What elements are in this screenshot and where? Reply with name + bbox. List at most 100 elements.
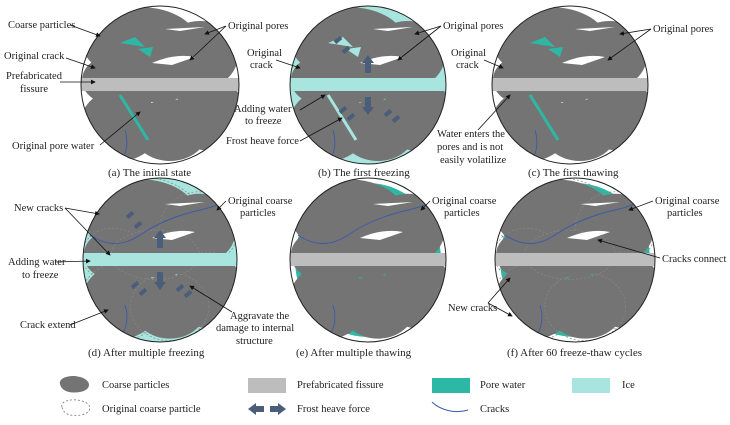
label-structure: structure <box>236 336 273 347</box>
caption-d: (d) After multiple freezing <box>88 347 205 359</box>
legend-label: Cracks <box>480 404 509 415</box>
pore-water <box>138 47 153 57</box>
label-new-cracks: New cracks <box>448 303 497 314</box>
prefabricated-fissure <box>290 253 446 266</box>
pore-water <box>328 37 353 47</box>
prefabricated-fissure <box>492 78 648 91</box>
specimen-outline <box>80 5 240 165</box>
panel-f-labels: Original coarse particles Cracks connect… <box>448 196 727 359</box>
coarse-particle <box>132 274 207 339</box>
frost-heave-arrow-icon <box>338 105 348 115</box>
pore-water <box>530 37 555 47</box>
frost-heave-arrow-icon <box>130 280 140 290</box>
original-pore <box>360 230 403 240</box>
frost-heave-arrow-icon <box>133 220 143 230</box>
pore-water <box>120 37 145 47</box>
panel-c-labels: Original crack Original pores Water ente… <box>437 24 713 179</box>
prefabricated-fissure <box>81 78 239 91</box>
original-pore <box>165 202 205 206</box>
frost-heave-arrow-icon <box>175 283 185 293</box>
panel-e-labels: Original coarse particles (e) After mult… <box>296 196 497 359</box>
pore-water <box>548 47 563 57</box>
label-frost-heave-force: Frost heave force <box>226 136 299 147</box>
prefabricated-fissure <box>83 253 237 266</box>
panel-f <box>494 177 656 343</box>
specimen-outline <box>491 5 649 165</box>
panel-d-labels: New cracks Adding water to freeze Crack … <box>8 203 294 359</box>
label-to-freeze: to freeze <box>22 270 59 281</box>
frost-heave-arrow-icon <box>333 35 343 45</box>
gray-rectangle-icon <box>248 378 286 393</box>
frost-heave-arrow-up-icon <box>362 55 374 73</box>
original-pore <box>580 202 620 206</box>
label-particles: particles <box>444 208 480 219</box>
pore-water-channel <box>528 94 560 141</box>
prefabricated-fissure <box>495 253 655 266</box>
frost-heave-arrow-down-icon <box>362 97 374 115</box>
legend-label: Ice <box>622 380 635 391</box>
original-pore <box>567 230 610 240</box>
panel-b-labels: Original crack Original pores Adding wat… <box>226 21 503 179</box>
frost-heave-arrow-icon <box>346 112 356 122</box>
specimen-outline <box>494 177 656 343</box>
label-original-coarse: Original coarse <box>228 196 293 207</box>
label-new-cracks: New cracks <box>14 203 63 214</box>
label-aggravate: Aggravate the <box>230 311 290 322</box>
legend-item-pore-water: Pore water <box>432 378 526 393</box>
label-original-crack: Original crack <box>4 51 65 62</box>
frost-heave-arrow-icon <box>391 114 401 124</box>
coarse-particle <box>132 99 208 161</box>
caption-e: (e) After multiple thawing <box>296 347 412 359</box>
original-pore <box>373 27 413 31</box>
legend-item-coarse-particles: Coarse particles <box>59 375 169 393</box>
label-original: Original <box>451 48 486 59</box>
caption-b: (b) The first freezing <box>318 167 410 179</box>
pore-water-channel <box>118 94 150 141</box>
label-water-enters: Water enters the <box>437 129 505 140</box>
coarse-particle <box>340 99 416 161</box>
label-damage: damage to internal <box>216 323 294 334</box>
caption-f: (f) After 60 freeze-thaw cycles <box>507 347 642 359</box>
original-pore <box>373 202 413 206</box>
label-original-coarse: Original coarse <box>655 196 720 207</box>
frost-heave-arrow-up-icon <box>154 230 166 248</box>
specimen-outline <box>289 5 447 165</box>
double-arrow-icon <box>248 403 286 415</box>
pore-water-channel <box>326 94 358 141</box>
blue-curve-icon <box>431 401 469 413</box>
prefabricated-fissure <box>290 78 446 91</box>
label-original-pores: Original pores <box>228 21 288 32</box>
legend-label: Coarse particles <box>102 380 169 391</box>
label-original-pore-water: Original pore water <box>12 141 95 152</box>
label-original-pores: Original pores <box>443 21 503 32</box>
label-pores-not: pores and is not <box>437 142 503 153</box>
coarse-particle <box>542 99 618 161</box>
legend-item-prefabricated-fissure: Prefabricated fissure <box>248 378 384 393</box>
caption-c: (c) The first thawing <box>528 167 619 179</box>
specimen-outline <box>289 177 447 343</box>
label-crack-extend: Crack extend <box>20 320 76 331</box>
frost-heave-force-arrows <box>125 210 193 299</box>
label-prefabricated: Prefabricated <box>6 71 63 82</box>
label-fissure: fissure <box>20 84 48 95</box>
coarse-particle <box>546 274 624 339</box>
legend-item-ice: Ice <box>572 378 635 393</box>
label-original-pores: Original pores <box>653 24 713 35</box>
caption-a: (a) The initial state <box>108 167 191 179</box>
label-crack: crack <box>456 60 479 71</box>
panel-d-extra-labels: Original coarse particles <box>228 196 293 219</box>
original-pore <box>575 27 615 31</box>
panel-d <box>82 177 238 343</box>
label-adding-water: Adding water <box>8 257 66 268</box>
frost-heave-arrow-icon <box>341 45 351 55</box>
legend-label: Pore water <box>480 380 526 391</box>
legend: Coarse particles Prefabricated fissure P… <box>59 375 635 416</box>
legend-label: Frost heave force <box>297 404 370 415</box>
label-particles: particles <box>240 208 276 219</box>
frost-heave-arrow-icon <box>183 289 193 299</box>
original-coarse-particle-outline <box>544 272 626 342</box>
label-coarse-particles: Coarse particles <box>8 20 75 31</box>
legend-item-original-coarse-particle: Original coarse particle <box>61 399 201 416</box>
label-crack: crack <box>250 60 273 71</box>
